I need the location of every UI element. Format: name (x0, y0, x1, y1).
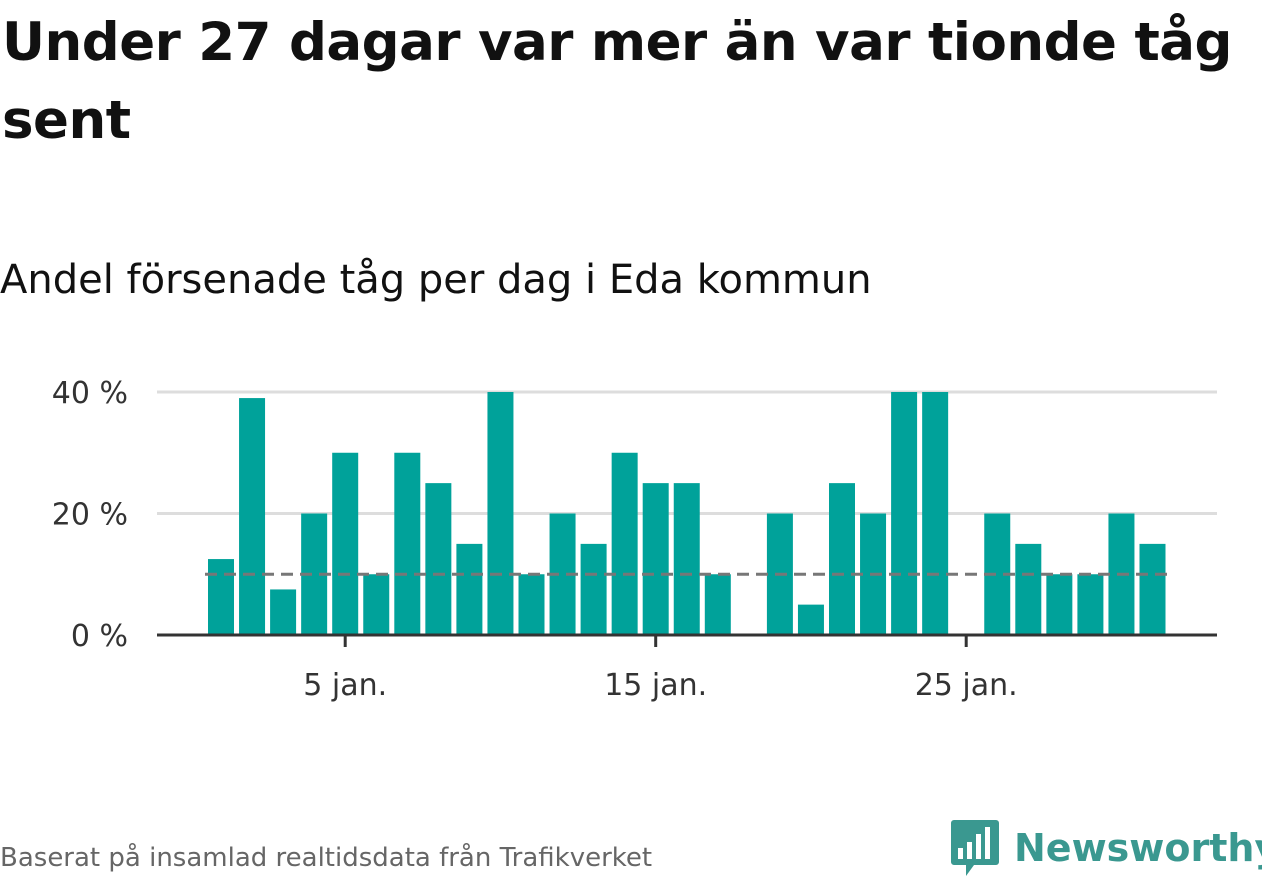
bar-day-24 (922, 392, 949, 635)
bar-day-21 (829, 483, 855, 635)
y-tick-label-40: 40 % (52, 376, 128, 411)
bar-day-5 (332, 452, 359, 635)
bars (208, 392, 1166, 635)
bar-day-10 (487, 392, 514, 635)
bar-day-8 (425, 483, 452, 635)
bar-day-20 (797, 604, 824, 635)
bar-day-9 (456, 543, 483, 635)
chart-title: Under 27 dagar var mer än var tionde tåg… (2, 12, 1232, 151)
bar-day-6 (363, 574, 390, 635)
bar-day-23 (891, 392, 918, 635)
bar-day-15 (642, 483, 669, 635)
source-note: Baserat på insamlad realtidsdata från Tr… (0, 843, 653, 873)
newsworthy-logo: Newsworthy (950, 818, 1262, 878)
x-tick-label-5: 5 jan. (303, 668, 387, 703)
bar-day-16 (673, 483, 700, 635)
x-tick-label-15: 15 jan. (604, 668, 707, 703)
y-tick-label-20: 20 % (52, 498, 128, 533)
logo-text: Newsworthy (1014, 826, 1262, 870)
bar-day-28 (1046, 574, 1073, 635)
bar-day-31 (1139, 543, 1166, 635)
bar-day-13 (580, 543, 607, 635)
bar-day-29 (1077, 574, 1104, 635)
y-axis-tick-labels: 0 % 20 % 40 % (52, 376, 128, 654)
x-axis (157, 633, 1217, 647)
bar-day-1 (208, 559, 234, 635)
bar-chart: 0 % 20 % 40 % 5 jan. 15 jan. 25 jan. (52, 376, 1217, 703)
x-tick-label-25: 25 jan. (915, 668, 1018, 703)
bar-day-27 (1015, 543, 1042, 635)
y-tick-label-0: 0 % (71, 619, 128, 654)
bar-day-17 (704, 574, 731, 635)
chart-subtitle: Andel försenade tåg per dag i Eda kommun (0, 257, 872, 303)
bar-day-14 (611, 452, 638, 635)
bar-day-2 (239, 398, 266, 635)
x-axis-tick-labels: 5 jan. 15 jan. 25 jan. (303, 668, 1017, 703)
bar-day-3 (270, 589, 297, 635)
bar-day-11 (518, 574, 545, 635)
newsworthy-logo-icon (951, 820, 999, 876)
bar-day-7 (394, 452, 421, 635)
